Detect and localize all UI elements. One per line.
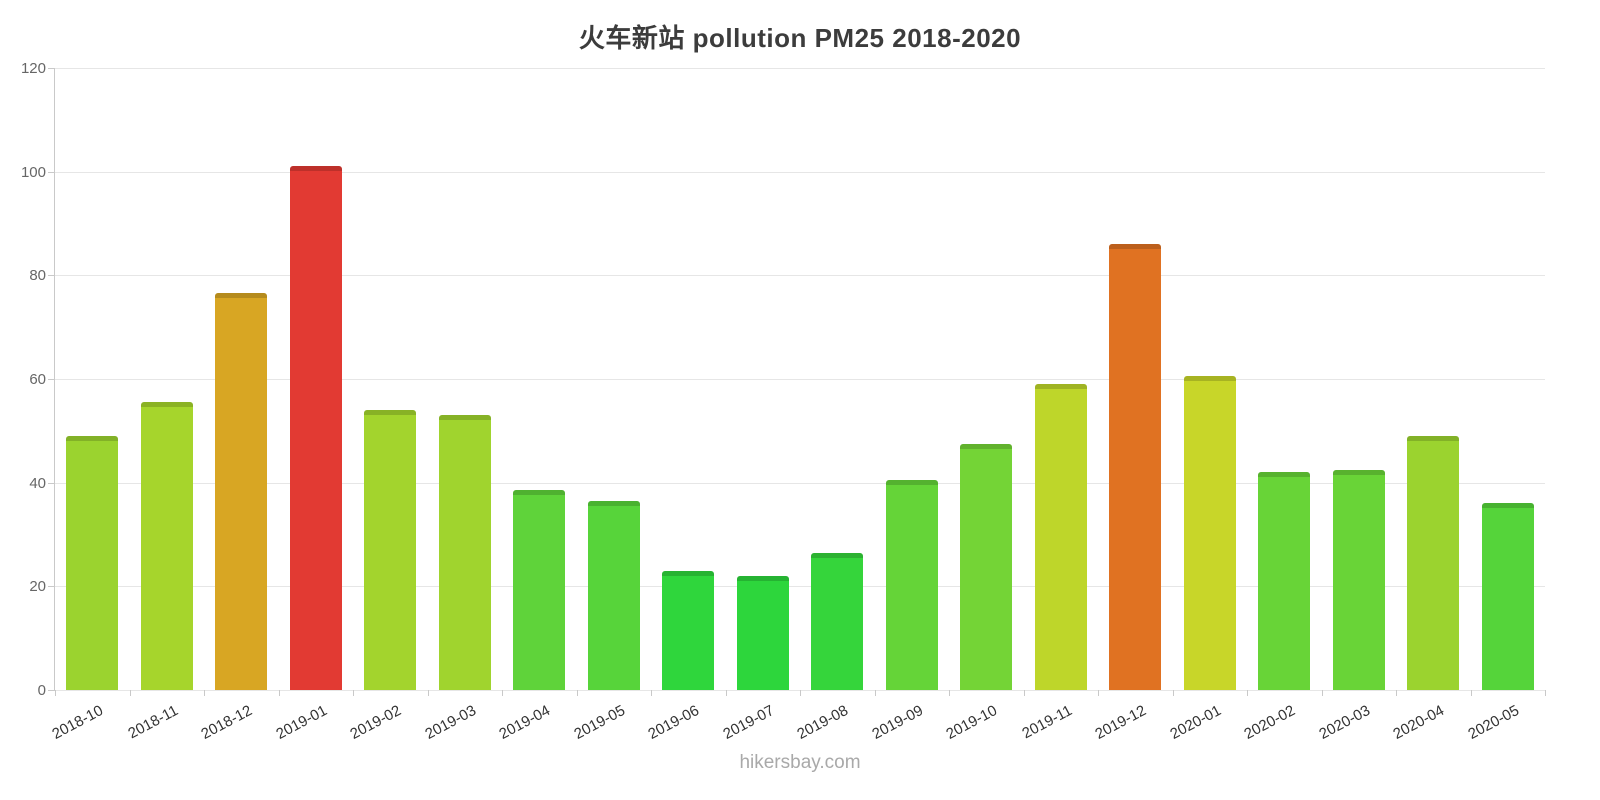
y-axis-line <box>54 68 55 691</box>
y-axis-label-100: 100 <box>20 163 46 181</box>
x-axis-tick-8 <box>651 690 652 696</box>
x-axis-tick-14 <box>1098 690 1099 696</box>
y-axis-tick-40 <box>48 482 54 484</box>
x-axis-tick-7 <box>576 690 578 696</box>
y-axis-tick-80 <box>48 275 54 277</box>
x-axis-label-2019-12: 2019-12 <box>1092 702 1150 743</box>
bar-2020-04 <box>1407 436 1460 690</box>
bar-2018-10 <box>66 436 119 690</box>
x-axis-tick-9 <box>725 690 727 696</box>
x-axis-label-2020-01: 2020-01 <box>1167 702 1224 743</box>
gridline-y-120 <box>55 68 1545 69</box>
bar-2019-04 <box>513 490 566 690</box>
bar-2019-10 <box>960 443 1013 690</box>
y-axis-label-60: 60 <box>29 371 46 388</box>
x-axis-tick-5 <box>427 690 429 696</box>
y-axis-label-0: 0 <box>37 682 46 699</box>
x-axis-tick-11 <box>874 690 876 696</box>
gridline-y-40 <box>55 482 1545 484</box>
x-axis-tick-13 <box>1023 690 1025 696</box>
x-axis-tick-18 <box>1396 690 1397 696</box>
bar-2019-03 <box>438 415 491 690</box>
x-axis-tick-16 <box>1247 690 1248 696</box>
x-axis-tick-2 <box>204 690 205 696</box>
x-axis-label-2020-03: 2020-03 <box>1316 702 1373 743</box>
y-axis-tick-60 <box>48 379 54 380</box>
bar-2019-12 <box>1109 244 1162 690</box>
x-axis-tick-4 <box>353 690 354 696</box>
bar-2019-08 <box>811 552 864 690</box>
x-axis-tick-0 <box>55 690 56 696</box>
x-axis-tick-6 <box>502 690 503 696</box>
y-axis-tick-20 <box>48 586 54 588</box>
bar-2019-05 <box>587 500 640 690</box>
x-axis-label-2020-05: 2020-05 <box>1465 702 1522 743</box>
bar-2019-07 <box>736 575 789 690</box>
y-axis-tick-100 <box>48 171 54 173</box>
x-axis-label-2019-04: 2019-04 <box>496 702 554 743</box>
bar-2020-02 <box>1258 472 1311 690</box>
bar-2018-11 <box>140 402 193 690</box>
x-axis-tick-20 <box>1545 690 1546 696</box>
x-axis-label-2020-02: 2020-02 <box>1241 702 1299 743</box>
bar-2018-12 <box>215 293 268 690</box>
x-axis-tick-12 <box>949 690 950 696</box>
bar-2019-11 <box>1034 384 1087 690</box>
y-axis-tick-120 <box>48 68 54 69</box>
x-axis-label-2019-10: 2019-10 <box>943 702 1001 743</box>
x-axis-label-2019-05: 2019-05 <box>571 702 628 743</box>
bar-2019-01 <box>289 166 342 690</box>
bar-2019-09 <box>885 480 938 690</box>
bar-2019-06 <box>662 570 715 690</box>
x-axis-tick-15 <box>1172 690 1174 696</box>
bar-2020-05 <box>1481 503 1534 690</box>
y-axis-tick-0 <box>48 690 54 691</box>
gridline-y-20 <box>55 586 1545 588</box>
x-axis-label-2019-01: 2019-01 <box>273 702 330 743</box>
x-axis-tick-1 <box>129 690 131 696</box>
x-axis-label-2019-07: 2019-07 <box>720 702 777 743</box>
x-axis-label-2019-11: 2019-11 <box>1019 702 1075 743</box>
bar-2020-03 <box>1332 469 1385 690</box>
x-axis-label-2018-10: 2018-10 <box>49 702 107 743</box>
y-axis-label-20: 20 <box>29 578 46 596</box>
x-axis-label-2018-12: 2018-12 <box>198 702 256 743</box>
y-axis-label-120: 120 <box>20 60 46 77</box>
x-axis-label-2018-11: 2018-11 <box>125 702 181 743</box>
plot-area <box>55 68 1545 691</box>
x-axis-label-2020-04: 2020-04 <box>1390 702 1448 743</box>
y-axis-label-80: 80 <box>29 267 46 285</box>
gridline-y-60 <box>55 379 1545 380</box>
x-axis-label-2019-02: 2019-02 <box>347 702 405 743</box>
gridline-y-100 <box>55 171 1545 173</box>
bar-2020-01 <box>1183 376 1236 690</box>
x-axis-tick-3 <box>278 690 280 696</box>
y-axis-label-40: 40 <box>29 474 46 492</box>
x-axis-tick-17 <box>1321 690 1323 696</box>
gridline-y-80 <box>55 275 1545 277</box>
x-axis-label-2019-06: 2019-06 <box>645 702 703 743</box>
bar-2019-02 <box>364 410 417 690</box>
x-axis-label-2019-08: 2019-08 <box>794 702 852 743</box>
chart-title: 火车新站 pollution PM25 2018-2020 <box>578 23 1022 53</box>
footer-watermark: hikersbay.com <box>739 752 861 773</box>
x-axis-label-2019-03: 2019-03 <box>422 702 479 743</box>
x-axis-label-2019-09: 2019-09 <box>869 702 926 743</box>
x-axis-tick-10 <box>800 690 801 696</box>
x-axis-tick-19 <box>1470 690 1472 696</box>
